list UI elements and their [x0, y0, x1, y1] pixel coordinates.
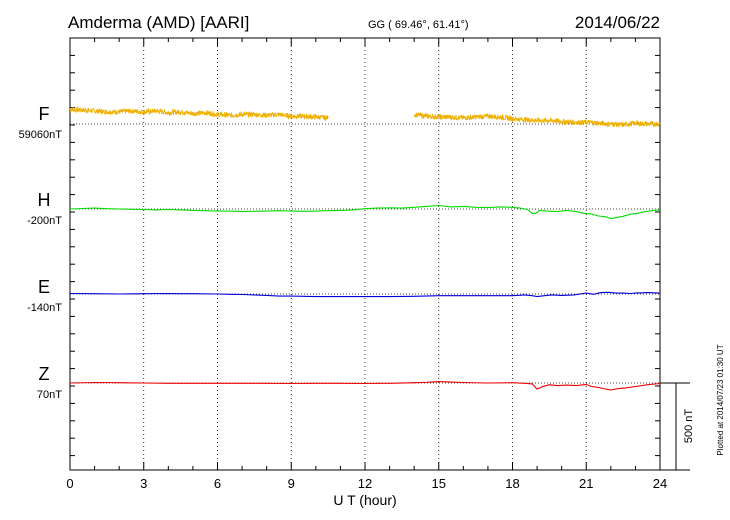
scale-bar [660, 382, 690, 471]
series-line-z [69, 381, 661, 391]
x-tick-label: 0 [66, 476, 73, 491]
geographic-coords: GG ( 69.46°, 61.41°) [368, 19, 469, 31]
series-line-h [69, 204, 661, 220]
x-tick-label: 12 [358, 476, 372, 491]
series-layer [69, 106, 661, 391]
series-name-h: H [38, 190, 51, 210]
station-title: Amderma (AMD) [AARI] [68, 13, 249, 32]
x-tick-label: 18 [505, 476, 519, 491]
series-name-e: E [38, 277, 50, 297]
series-baseline-label-f: 59060nT [19, 129, 63, 141]
x-tick-label: 3 [140, 476, 147, 491]
plotted-at-label: Plotted at 2014/07/23 01:30 UT [716, 344, 725, 455]
grid-lines [143, 38, 587, 470]
x-tick-label: 15 [432, 476, 446, 491]
x-tick-label: 6 [214, 476, 221, 491]
series-baseline-label-e: -140nT [27, 302, 62, 314]
x-tick-label: 21 [579, 476, 593, 491]
series-baseline-label-h: -200nT [27, 215, 62, 227]
x-tick-label: 24 [653, 476, 667, 491]
series-line-e [69, 291, 661, 298]
series-labels: F 59060nT H -200nT E -140nT Z 70nT [19, 104, 63, 401]
x-axis: 0 3 6 9 12 15 18 21 24 [66, 38, 667, 491]
plot-date: 2014/06/22 [575, 13, 660, 32]
series-name-f: F [39, 104, 50, 124]
scale-bar-label: 500 nT [683, 409, 695, 444]
x-axis-label: U T (hour) [333, 492, 396, 508]
series-line-f [69, 106, 661, 129]
x-tick-label: 9 [288, 476, 295, 491]
series-name-z: Z [39, 364, 50, 384]
minor-ticks [70, 38, 660, 470]
series-baseline-label-z: 70nT [37, 389, 62, 401]
